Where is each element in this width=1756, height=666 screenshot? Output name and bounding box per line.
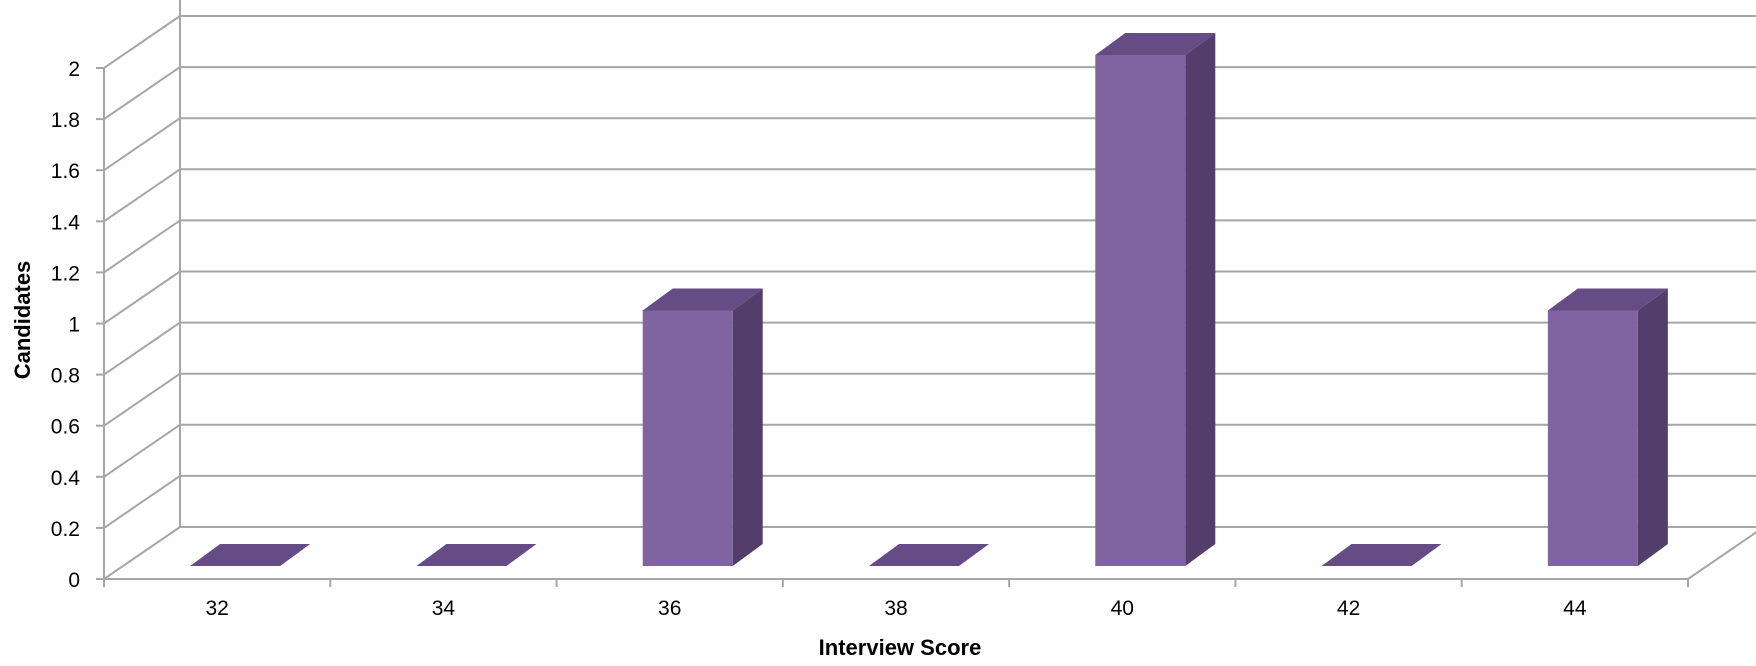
x-tick-label: 38 <box>884 597 907 620</box>
y-tick-label: 1.2 <box>51 262 80 285</box>
floor-edge <box>1687 531 1756 580</box>
x-tick-label: 40 <box>1111 597 1134 620</box>
y-tick-label: 2 <box>68 58 80 81</box>
x-tick-labels: 32 34 36 38 40 42 44 <box>205 597 1586 620</box>
side-gridline <box>103 168 181 223</box>
bar-top <box>1547 288 1668 311</box>
side-gridline <box>103 270 181 325</box>
y-tick-label: 0.6 <box>51 416 80 439</box>
y-tick-label: 0 <box>68 569 80 592</box>
side-gridline <box>103 475 181 529</box>
bar <box>190 544 311 566</box>
bar-front <box>1095 55 1186 566</box>
y-tick-label: 0.8 <box>51 365 80 388</box>
bar <box>1095 33 1216 566</box>
y-tick-label: 1 <box>68 314 80 337</box>
y-tick-label: 1.8 <box>51 109 80 132</box>
x-axis-title: Interview Score <box>819 635 982 660</box>
y-tick-label: 0.4 <box>51 467 81 490</box>
y-tick-label: 0.2 <box>51 518 80 541</box>
bar-side <box>1637 288 1668 566</box>
bar <box>1547 288 1668 566</box>
bar-side <box>1185 33 1216 566</box>
bar-top <box>416 544 537 566</box>
side-gridline <box>103 423 181 478</box>
y-axis-title: Candidates <box>10 261 35 380</box>
x-tick-label: 44 <box>1563 597 1587 620</box>
bar <box>869 544 989 566</box>
side-gridline <box>103 372 181 427</box>
bars <box>190 33 1668 566</box>
bar-front <box>642 310 733 566</box>
side-gridline <box>103 66 181 120</box>
bar-top <box>190 544 311 566</box>
x-tick-label: 36 <box>658 597 681 620</box>
bar-front <box>1547 310 1638 566</box>
x-tick-label: 32 <box>205 597 228 620</box>
y-tick-label: 1.4 <box>51 211 81 234</box>
bar-top <box>869 544 989 566</box>
axes <box>96 67 1756 587</box>
bar-top <box>642 288 763 311</box>
side-gridline <box>103 219 181 274</box>
bar <box>642 288 763 566</box>
side-gridline <box>103 117 181 172</box>
bar-side <box>732 288 763 566</box>
side-gridline <box>103 15 181 69</box>
x-tick-label: 34 <box>432 597 456 620</box>
bar <box>1321 544 1442 566</box>
side-gridline <box>103 321 181 376</box>
bar-top <box>1095 33 1216 55</box>
side-gridline <box>103 526 181 580</box>
y-tick-label: 1.6 <box>51 160 80 183</box>
bar <box>416 544 537 566</box>
gridlines <box>103 0 1756 580</box>
x-tick-label: 42 <box>1337 597 1360 620</box>
bar-top <box>1321 544 1442 566</box>
y-tick-labels: 0 0.2 0.4 0.6 0.8 1 1.2 1.4 1.6 1.8 2 <box>51 58 81 592</box>
